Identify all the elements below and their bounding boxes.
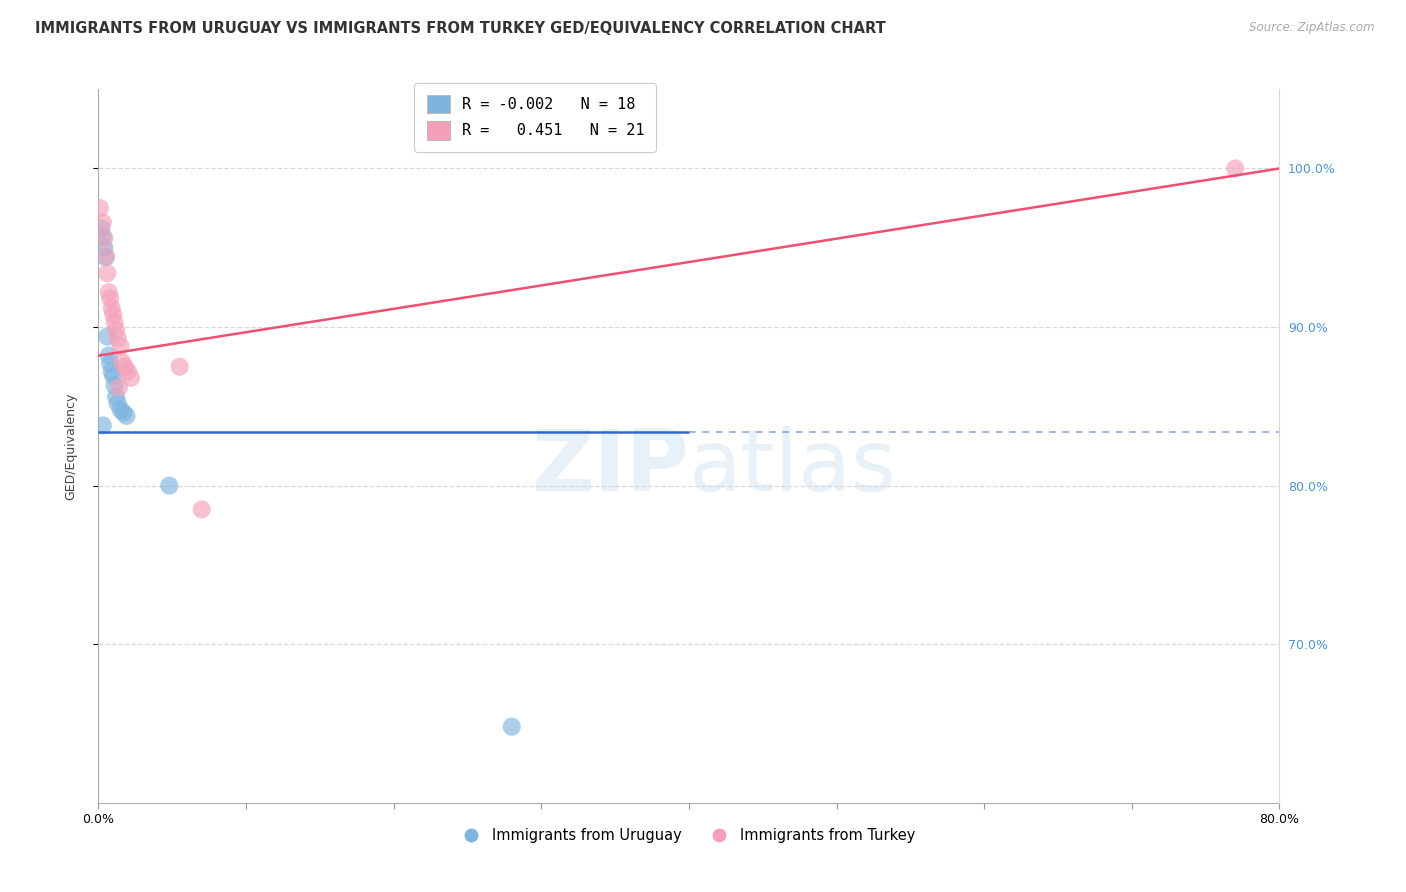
Point [91,215,114,229]
Point [104,378,127,392]
Point [96,266,118,280]
Point [103,369,125,384]
Text: ZIP: ZIP [531,425,689,509]
Text: Source: ZipAtlas.com: Source: ZipAtlas.com [1250,21,1375,34]
Point [98,292,121,306]
Point [93,241,115,255]
Point [100,364,122,378]
Point [117,364,139,378]
Point [89,201,111,215]
Text: atlas: atlas [689,425,897,509]
Point [97,285,120,300]
Point [110,402,132,417]
Point [111,355,134,369]
Point [91,229,114,244]
Point [93,231,115,245]
Point [107,331,129,345]
Point [191,502,214,516]
Point [107,396,129,410]
Point [98,357,121,371]
Point [110,339,132,353]
Point [169,359,191,374]
Point [112,406,135,420]
Point [91,418,114,433]
Point [114,359,136,374]
Point [104,315,127,329]
Point [94,250,117,264]
Point [1225,161,1247,176]
Point [97,349,120,363]
Point [105,390,128,404]
Text: IMMIGRANTS FROM URUGUAY VS IMMIGRANTS FROM TURKEY GED/EQUIVALENCY CORRELATION CH: IMMIGRANTS FROM URUGUAY VS IMMIGRANTS FR… [35,21,886,36]
Legend: Immigrants from Uruguay, Immigrants from Turkey: Immigrants from Uruguay, Immigrants from… [457,822,921,849]
Point [94,249,117,263]
Point [100,301,122,315]
Point [120,371,142,385]
Point [501,720,523,734]
Y-axis label: GED/Equivalency: GED/Equivalency [65,392,77,500]
Point [96,329,118,343]
Point [90,221,112,235]
Point [115,409,138,423]
Point [103,307,125,321]
Point [157,478,180,492]
Point [105,323,128,337]
Point [108,380,131,394]
